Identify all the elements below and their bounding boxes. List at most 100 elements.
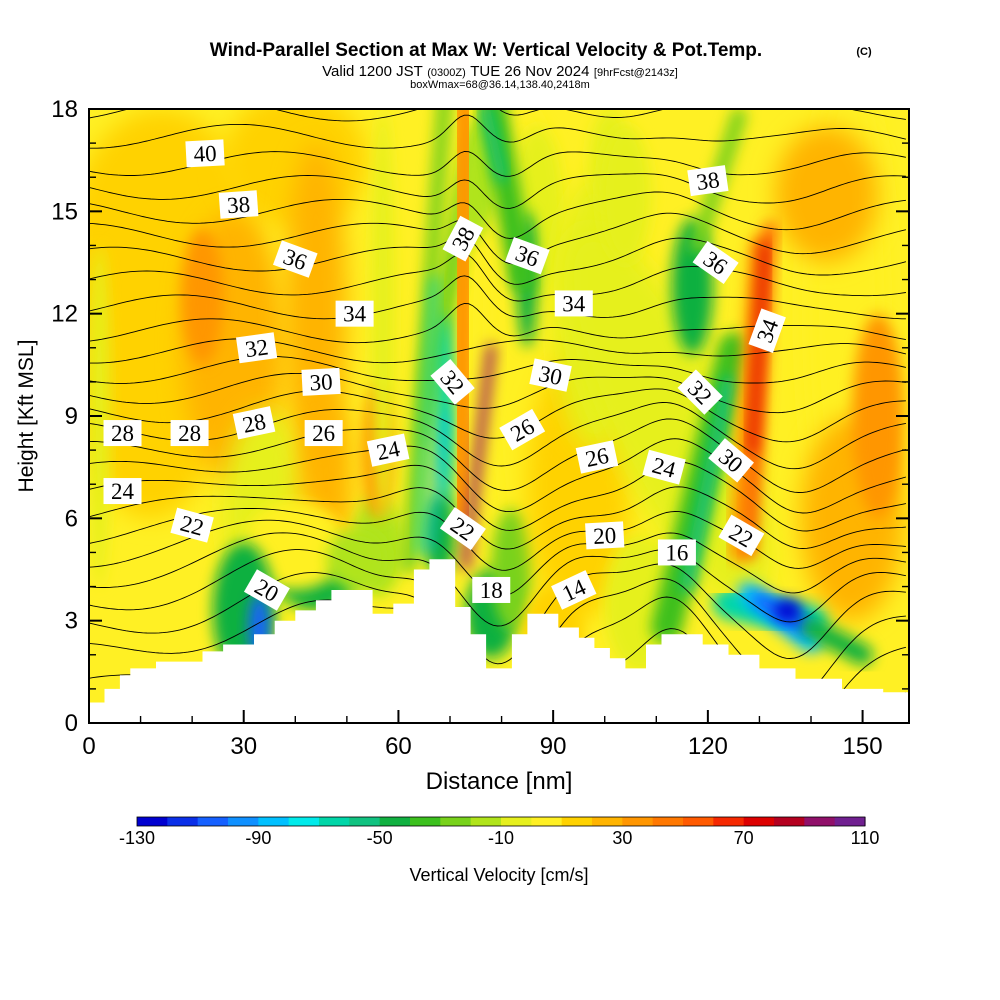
valid-date: TUE 26 Nov 2024 <box>470 63 589 80</box>
y-tick-label: 3 <box>65 608 78 635</box>
contour-label-box <box>642 449 686 485</box>
colorbar-swatch <box>592 817 623 826</box>
contour-label-text: 40 <box>193 141 217 167</box>
velocity-band <box>728 235 770 563</box>
contour-label-text: 38 <box>226 192 251 219</box>
contour-label-text: 28 <box>111 421 134 446</box>
copyright-mark: (C) <box>856 46 872 58</box>
contour-label-text: 16 <box>665 540 688 565</box>
y-tick-label: 18 <box>51 96 78 123</box>
theta-contour <box>89 212 907 265</box>
velocity-band <box>742 221 777 559</box>
contour-label: 20 <box>585 521 625 550</box>
contour-label-box <box>529 358 572 392</box>
contour-label: 30 <box>301 367 341 396</box>
x-tick-label: 150 <box>843 733 883 760</box>
contour-label-box <box>585 521 625 550</box>
colorbar-swatch <box>137 817 168 826</box>
contour-label: 16 <box>657 539 696 566</box>
theta-contour <box>89 173 906 209</box>
colorbar-swatch <box>561 817 593 826</box>
contour-label: 24 <box>103 478 142 505</box>
contour-label: 40 <box>185 139 225 168</box>
velocity-band <box>427 413 448 555</box>
contour-label-text: 34 <box>343 302 367 327</box>
velocity-region <box>243 501 347 590</box>
colorbar: -130 -90 -50 -10 30 70 110 <box>119 816 879 848</box>
colorbar-swatch <box>652 817 684 826</box>
colorbar-swatch <box>804 817 836 826</box>
y-tick-label: 12 <box>51 301 78 328</box>
colorbar-swatch <box>440 817 472 826</box>
theta-contour <box>89 355 906 384</box>
colorbar-tick-label: -50 <box>367 828 393 848</box>
theta-contour <box>89 486 906 550</box>
velocity-band <box>480 109 507 183</box>
y-axis-label: Height [Kft MSL] <box>15 340 38 493</box>
contour-label: 30 <box>708 438 754 483</box>
colorbar-swatch <box>349 817 381 826</box>
contour-label: 18 <box>472 576 511 603</box>
chart-title: Wind-Parallel Section at Max W: Vertical… <box>210 40 762 61</box>
contour-label: 38 <box>218 190 259 219</box>
x-tick-label: 30 <box>230 733 257 760</box>
contour-label-box <box>677 369 723 415</box>
theta-contour <box>89 275 906 320</box>
contour-label-text: 26 <box>312 421 335 446</box>
x-tick-label: 0 <box>82 733 95 760</box>
colorbar-tick-label: -10 <box>488 828 514 848</box>
contour-label-box <box>218 190 259 219</box>
terrain <box>89 559 909 723</box>
theta-contour <box>89 338 907 364</box>
contour-label: 34 <box>748 308 786 354</box>
contour-label-box <box>170 420 209 447</box>
contour-label-text: 24 <box>374 436 402 465</box>
contour-label: 30 <box>529 358 572 392</box>
contour-label-text: 24 <box>111 479 134 504</box>
contour-label-box <box>554 290 593 317</box>
contour-label-box <box>103 478 142 505</box>
colorbar-swatch <box>683 817 714 826</box>
velocity-region <box>326 528 389 590</box>
contour-label-box <box>575 440 619 474</box>
colorbar-swatch <box>834 817 866 826</box>
contour-label-box <box>692 240 739 285</box>
contour-label-box <box>185 139 225 168</box>
colorbar-swatch <box>622 817 654 826</box>
contour-label-box <box>430 358 475 405</box>
velocity-region <box>563 228 770 604</box>
colorbar-swatch <box>228 817 259 826</box>
contour-label-box <box>366 433 410 467</box>
contour-label: 26 <box>575 440 619 474</box>
contour-label: 34 <box>335 300 374 327</box>
theta-contour <box>89 402 906 470</box>
contour-label: 36 <box>272 240 318 278</box>
chart-subtitle-2: boxWmax=68@36.14,138.40,2418m <box>410 79 590 91</box>
theta-contour <box>89 388 906 443</box>
theta-contour <box>89 191 906 239</box>
theta-contour <box>89 438 907 514</box>
theta-contour <box>89 507 906 571</box>
theta-contour <box>89 532 906 627</box>
theta-contour <box>89 549 906 665</box>
y-tick-label: 0 <box>65 710 78 737</box>
theta-contour <box>89 253 906 302</box>
colorbar-tick-label: 30 <box>612 828 632 848</box>
contour-label-text: 28 <box>178 421 201 446</box>
velocity-region <box>599 126 652 263</box>
chart-subtitle: Valid 1200 JST (0300Z) TUE 26 Nov 2024 [… <box>322 63 678 80</box>
contour-label-box <box>708 438 754 483</box>
y-tick-label: 6 <box>65 505 78 532</box>
contour-label: 32 <box>235 332 278 364</box>
contour-label-box <box>657 539 696 566</box>
contour-label-text: 38 <box>695 167 721 195</box>
colorbar-swatch <box>531 817 563 826</box>
colorbar-swatch <box>743 817 775 826</box>
x-axis: 0 30 60 90 120 150 <box>82 710 883 760</box>
theta-contour <box>89 235 907 285</box>
contour-label-box <box>748 308 786 354</box>
contour-label: 36 <box>505 236 550 275</box>
